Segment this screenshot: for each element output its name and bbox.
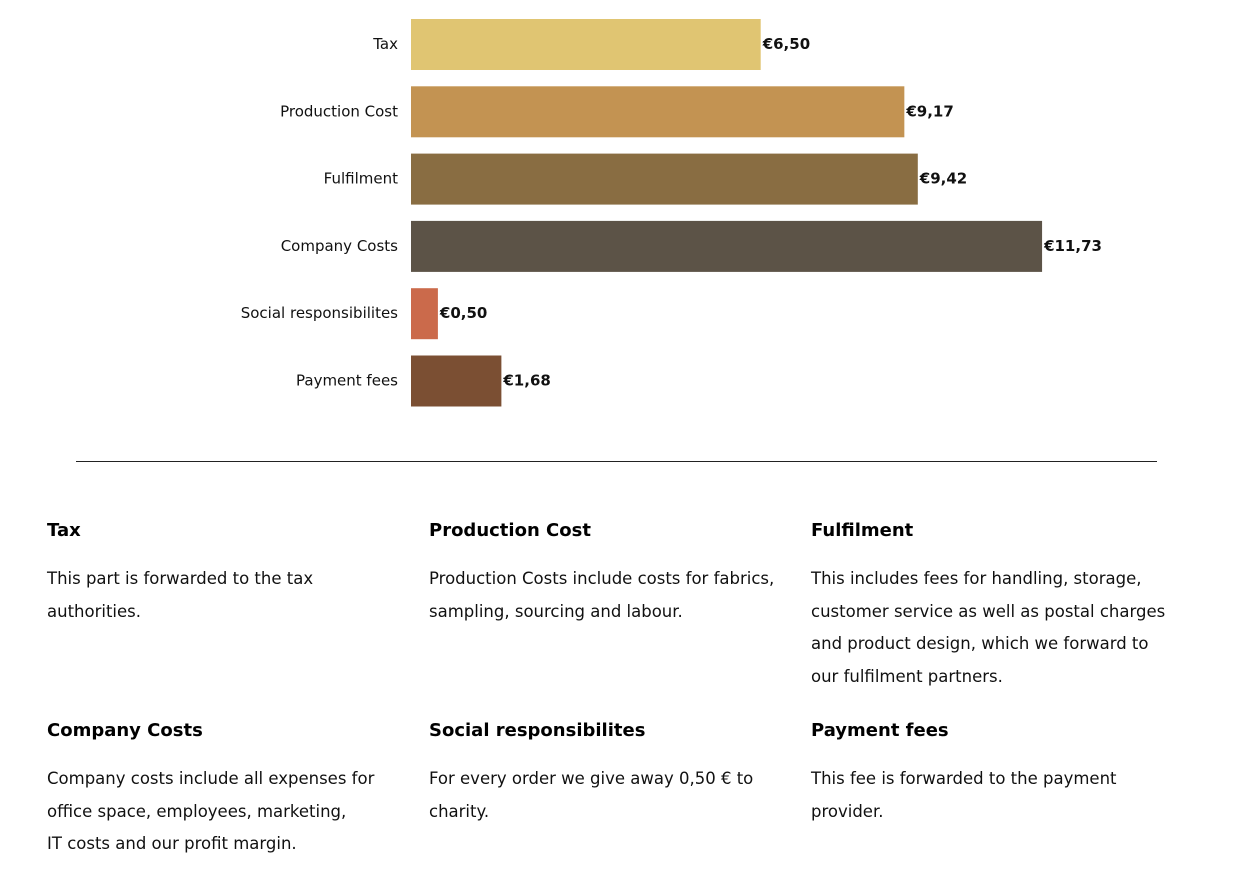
description-text: Production Costs include costs for fabri… xyxy=(429,569,775,621)
bar-fulfilment xyxy=(411,153,918,205)
description-payment-fees: Payment fees This fee is forwarded to th… xyxy=(811,719,1171,828)
description-title: Company Costs xyxy=(47,720,203,741)
category-label-company-costs: Company Costs xyxy=(281,237,398,255)
description-text: This part is forwarded to the tax author… xyxy=(47,569,314,621)
description-title: Social responsibilites xyxy=(429,720,646,741)
description-text: This includes fees for handling, storage… xyxy=(811,569,1166,686)
description-title: Payment fees xyxy=(811,720,949,741)
bar-payment-fees xyxy=(411,355,502,407)
description-company-costs: Company Costs Company costs include all … xyxy=(47,719,407,861)
value-label-company-costs: €11,73 xyxy=(1043,237,1102,255)
category-label-fulfilment: Fulfilment xyxy=(324,170,398,188)
description-production-cost: Production Cost Production Costs include… xyxy=(429,519,789,628)
bar-production-cost xyxy=(411,86,905,138)
cost-breakdown-chart: Tax €6,50 Production Cost €9,17 Fulfilment €9… xyxy=(241,19,1102,407)
section-divider xyxy=(76,461,1157,462)
description-text: Company costs include all expenses for o… xyxy=(47,769,375,853)
bar-tax xyxy=(411,19,761,70)
description-title: Production Cost xyxy=(429,520,591,541)
value-label-fulfilment: €9,42 xyxy=(919,170,967,188)
value-label-tax: €6,50 xyxy=(762,35,810,53)
description-tax: Tax This part is forwarded to the tax au… xyxy=(47,519,407,628)
bar-company-costs xyxy=(411,220,1043,272)
value-label-payment-fees: €1,68 xyxy=(502,372,550,390)
category-label-production-cost: Production Cost xyxy=(280,102,398,120)
category-label-tax: Tax xyxy=(372,35,398,53)
value-label-production-cost: €9,17 xyxy=(905,102,953,120)
bar-social-responsibilites xyxy=(411,288,438,340)
description-text: For every order we give away 0,50 € to c… xyxy=(429,769,754,821)
category-label-payment-fees: Payment fees xyxy=(296,372,398,390)
description-text: This fee is forwarded to the payment pro… xyxy=(811,769,1117,821)
category-label-social-responsibilites: Social responsibilites xyxy=(241,304,398,322)
description-title: Tax xyxy=(47,520,81,541)
description-fulfilment: Fulfilment This includes fees for handli… xyxy=(811,519,1191,693)
description-title: Fulfilment xyxy=(811,520,914,541)
description-social-responsibilites: Social responsibilites For every order w… xyxy=(429,719,789,828)
value-label-social-responsibilites: €0,50 xyxy=(439,304,487,322)
